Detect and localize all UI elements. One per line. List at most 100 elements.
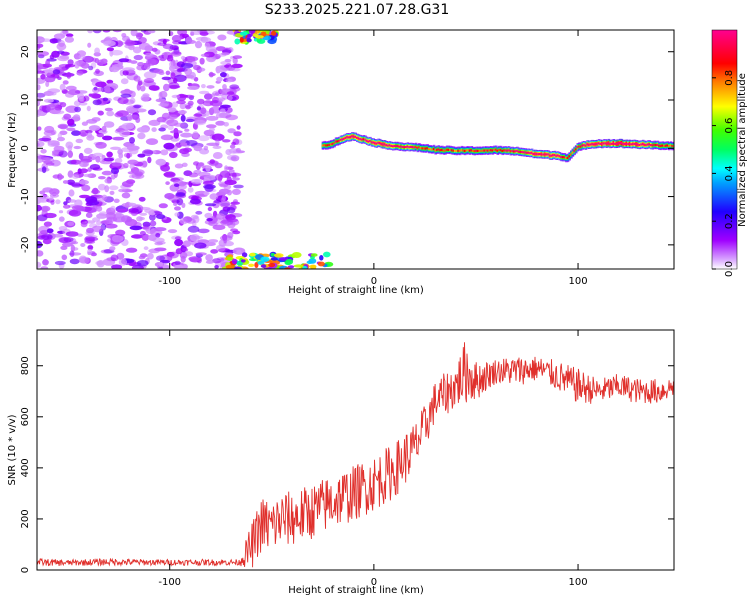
noise-speck (199, 30, 208, 35)
tone-line-segment (619, 141, 622, 145)
noise-speck (232, 55, 243, 59)
noise-speck (174, 239, 184, 247)
tone-line-segment (445, 148, 449, 151)
noise-speck (91, 225, 104, 233)
noise-speck (140, 94, 150, 102)
noise-speck (98, 176, 106, 180)
noise-speck (197, 98, 205, 105)
noise-speck (66, 119, 74, 126)
noise-speck (200, 53, 210, 57)
noise-speck (102, 135, 113, 141)
tone-line-segment (380, 143, 384, 146)
noise-speck (203, 184, 216, 190)
noise-speck (192, 131, 199, 139)
noise-speck (47, 103, 56, 111)
noise-speck (103, 157, 114, 162)
noise-speck (139, 212, 148, 216)
noise-speck (187, 187, 194, 193)
noise-speck (183, 217, 193, 222)
noise-speck (95, 261, 104, 266)
tone-line-segment (524, 151, 527, 154)
tone-line-segment (329, 143, 333, 146)
noise-speck (236, 249, 242, 255)
noise-speck (180, 114, 186, 122)
noise-speck (203, 242, 216, 247)
tone-line-segment (423, 147, 426, 150)
noise-speck (96, 220, 102, 226)
noise-speck (92, 57, 97, 63)
tone-line-segment (651, 144, 655, 147)
noise-speck (160, 149, 169, 156)
noise-speck (140, 85, 146, 92)
noise-speck (52, 69, 61, 75)
bottom-cluster-speck (285, 258, 294, 265)
noise-speck (66, 127, 76, 132)
y-tick-label: 600 (20, 407, 31, 426)
bottom-cluster-speck (306, 260, 313, 264)
tone-line-segment (458, 149, 462, 153)
tone-line-segment (525, 151, 529, 154)
tone-line-segment (364, 138, 367, 141)
noise-speck (173, 131, 179, 139)
tone-line-segment (529, 152, 532, 155)
noise-speck (227, 154, 240, 161)
noise-speck (136, 65, 145, 71)
tone-line-segment (539, 153, 542, 156)
noise-speck (227, 128, 236, 134)
tone-line-segment (336, 140, 339, 143)
noise-speck (47, 88, 61, 93)
tone-line-segment (648, 143, 651, 146)
noise-speck (104, 107, 113, 112)
tone-line-segment (532, 152, 535, 156)
tone-line-segment (607, 142, 611, 145)
noise-speck (216, 76, 223, 82)
tone-line-segment (382, 143, 385, 146)
noise-speck (214, 92, 220, 96)
tone-line-segment (599, 142, 602, 145)
noise-speck (142, 221, 151, 228)
noise-speck (88, 93, 93, 97)
tone-line-segment (338, 139, 341, 143)
noise-speck (104, 185, 110, 193)
colorbar-label: Normalized spectral amplitude (737, 73, 748, 227)
noise-speck (180, 132, 193, 138)
noise-speck (203, 191, 210, 196)
noise-speck (113, 198, 120, 203)
noise-speck (106, 151, 113, 158)
tone-line-segment (638, 143, 642, 147)
noise-speck (122, 67, 135, 72)
noise-speck (195, 252, 207, 256)
tone-line-segment (602, 142, 606, 145)
top-cluster-speck (265, 30, 270, 35)
noise-speck (177, 110, 187, 115)
noise-speck (110, 167, 120, 175)
noise-speck (41, 166, 47, 174)
noise-speck (70, 244, 76, 252)
bottom-cluster-speck (241, 252, 248, 258)
noise-speck (97, 87, 104, 92)
tone-line-segment (426, 147, 429, 150)
noise-speck (98, 183, 106, 191)
noise-speck (220, 72, 227, 78)
noise-speck (58, 175, 65, 179)
noise-speck (218, 99, 224, 103)
tone-line-segment (374, 142, 377, 145)
noise-speck (170, 72, 176, 80)
tone-line-segment (550, 154, 553, 157)
noise-speck (194, 119, 206, 126)
noise-speck (44, 76, 56, 83)
noise-speck (119, 129, 130, 138)
noise-speck (218, 188, 231, 195)
noise-speck (46, 228, 54, 234)
tone-line-segment (347, 136, 351, 139)
noise-speck (188, 256, 201, 262)
spectrogram-frame (36, 29, 675, 270)
tone-line-segment (494, 148, 498, 151)
tone-line-segment (442, 149, 446, 152)
noise-speck (189, 71, 197, 80)
tone-line-segment (328, 143, 331, 146)
tone-line-segment (434, 149, 437, 152)
bottom-cluster-speck (231, 258, 238, 265)
noise-speck (163, 172, 175, 177)
y-tick-label: 0 (20, 567, 31, 573)
